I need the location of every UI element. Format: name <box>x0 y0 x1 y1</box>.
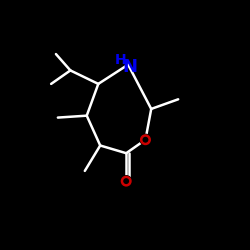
Circle shape <box>140 134 151 145</box>
Text: N: N <box>122 58 138 76</box>
Circle shape <box>121 176 132 186</box>
Text: H: H <box>114 53 126 67</box>
